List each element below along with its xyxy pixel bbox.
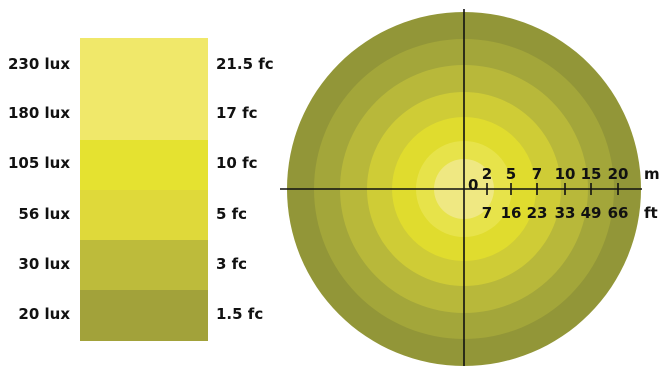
meters-unit-label: m <box>644 165 660 183</box>
meter-tick-label: 7 <box>532 165 542 183</box>
legend-fc-label: 21.5 fc <box>216 55 274 73</box>
legend-lux-label: 180 lux <box>7 104 70 122</box>
legend-fc-label: 1.5 fc <box>216 305 264 323</box>
origin-label: 0 <box>468 176 478 194</box>
legend-lux-label: 30 lux <box>18 255 70 273</box>
legend-lux-label: 105 lux <box>7 154 70 172</box>
legend-swatch-56-lux <box>80 190 208 240</box>
legend-fc-label: 10 fc <box>216 154 258 172</box>
feet-tick-label: 49 <box>581 204 602 222</box>
meter-tick-label: 20 <box>608 165 629 183</box>
legend-lux-label: 20 lux <box>18 305 70 323</box>
legend-lux-label: 56 lux <box>18 205 70 223</box>
legend-swatch-30-lux <box>80 240 208 290</box>
legend-swatch-230-lux <box>80 38 208 140</box>
legend-swatch-105-lux <box>80 140 208 190</box>
legend-fc-label: 3 fc <box>216 255 248 273</box>
feet-unit-label: ft <box>644 204 658 222</box>
feet-tick-label: 23 <box>527 204 548 222</box>
meter-tick-label: 5 <box>506 165 516 183</box>
feet-tick-label: 7 <box>482 204 492 222</box>
legend-swatch-20-lux <box>80 290 208 341</box>
isolux-rings <box>287 12 641 366</box>
feet-tick-label: 33 <box>555 204 576 222</box>
meter-tick-label: 2 <box>482 165 492 183</box>
legend-lux-label: 230 lux <box>7 55 70 73</box>
meter-tick-labels: 2 5 7 10 15 20 <box>482 165 629 183</box>
feet-tick-label: 16 <box>501 204 522 222</box>
legend-fc-label: 17 fc <box>216 104 258 122</box>
feet-tick-labels: 7 16 23 33 49 66 <box>482 204 629 222</box>
axes <box>280 9 642 366</box>
legend-fc-label: 5 fc <box>216 205 248 223</box>
meter-tick-label: 15 <box>581 165 602 183</box>
feet-tick-label: 66 <box>608 204 629 222</box>
meter-tick-label: 10 <box>555 165 576 183</box>
axis-ticks <box>486 183 619 195</box>
